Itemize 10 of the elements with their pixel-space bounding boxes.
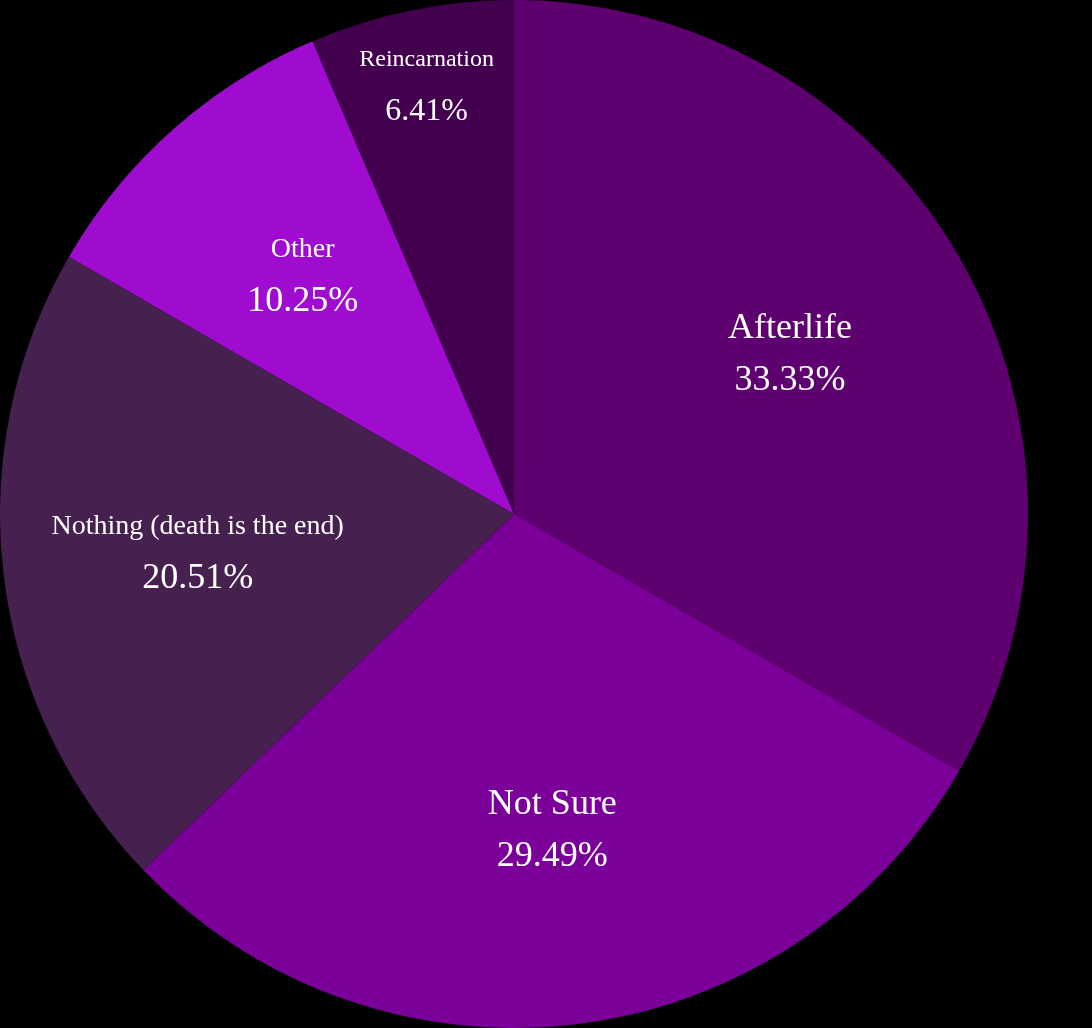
data-label: 33.33% bbox=[734, 358, 846, 399]
data-label: 10.25% bbox=[247, 278, 359, 319]
slice-label: Reincarnation bbox=[359, 45, 494, 72]
slice-label: Other bbox=[270, 231, 336, 263]
data-label: 20.51% bbox=[142, 555, 254, 596]
data-label: 6.41% bbox=[385, 91, 468, 128]
slice-label: Nothing (death is the end) bbox=[51, 508, 344, 540]
data-label: 29.49% bbox=[496, 833, 608, 874]
slice-label: Not Sure bbox=[487, 781, 617, 822]
slice-label: Afterlife bbox=[728, 306, 852, 347]
